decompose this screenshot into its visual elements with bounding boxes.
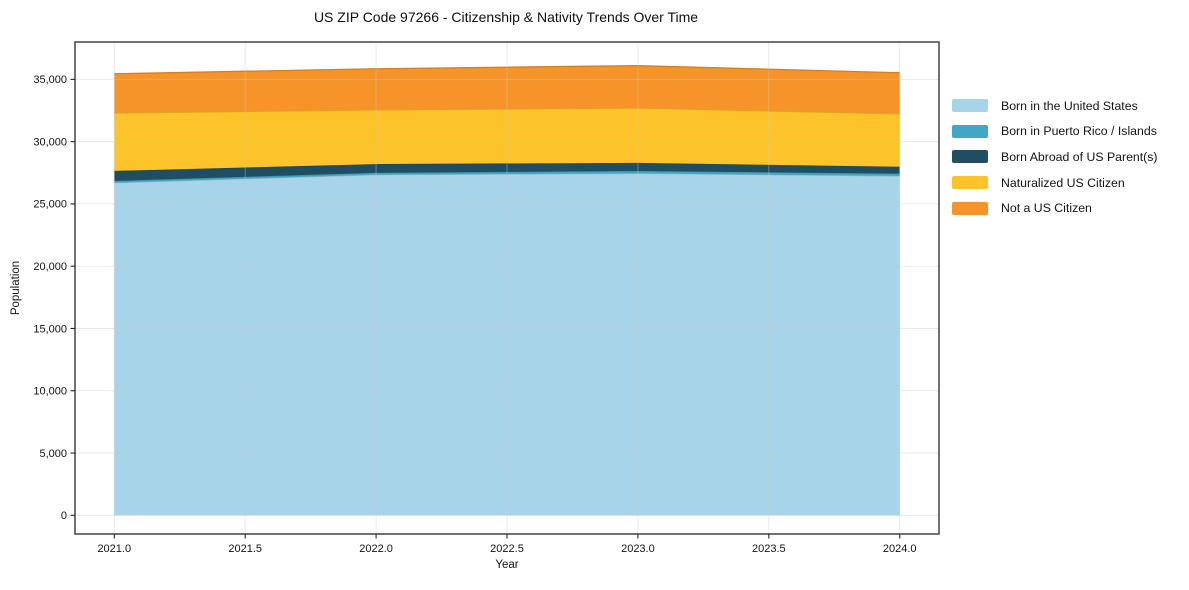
- chart-title: US ZIP Code 97266 - Citizenship & Nativi…: [313, 9, 699, 25]
- legend-swatch: [952, 99, 988, 113]
- legend-swatch: [952, 176, 988, 190]
- y-tick-label: 10,000: [33, 386, 67, 398]
- area-series: [114, 65, 900, 114]
- legend-item: Born in the United States: [952, 93, 1158, 119]
- x-tick-label: 2021.0: [97, 543, 131, 555]
- legend-label: Born Abroad of US Parent(s): [1001, 149, 1158, 164]
- area-series: [114, 108, 900, 171]
- y-tick-label: 0: [61, 510, 67, 522]
- y-tick-label: 30,000: [33, 136, 67, 148]
- legend-swatch: [952, 201, 988, 215]
- y-tick-label: 25,000: [33, 199, 67, 211]
- legend: Born in the United States Born in Puerto…: [952, 93, 1158, 221]
- legend-swatch: [952, 150, 988, 164]
- y-tick-label: 5,000: [39, 448, 67, 460]
- x-tick-label: 2023.0: [621, 543, 655, 555]
- area-series: [114, 162, 900, 181]
- legend-label: Not a US Citizen: [1001, 201, 1092, 216]
- y-tick-label: 35,000: [33, 74, 67, 86]
- x-tick-label: 2023.5: [752, 543, 786, 555]
- x-tick-label: 2022.5: [490, 543, 524, 555]
- legend-swatch: [952, 124, 988, 138]
- x-axis-label: Year: [495, 559, 519, 571]
- x-tick-label: 2021.5: [228, 543, 262, 555]
- legend-label: Born in Puerto Rico / Islands: [1001, 124, 1157, 139]
- y-axis-label: Population: [10, 260, 22, 316]
- x-tick-label: 2022.0: [359, 543, 393, 555]
- legend-label: Naturalized US Citizen: [1001, 175, 1125, 190]
- legend-item: Naturalized US Citizen: [952, 170, 1158, 196]
- legend-item: Born in Puerto Rico / Islands: [952, 119, 1158, 145]
- legend-label: Born in the United States: [1001, 98, 1138, 113]
- x-tick-label: 2024.0: [883, 543, 917, 555]
- y-tick-label: 15,000: [33, 323, 67, 335]
- legend-item: Not a US Citizen: [952, 195, 1158, 221]
- area-series: [114, 170, 900, 183]
- legend-item: Born Abroad of US Parent(s): [952, 144, 1158, 170]
- y-tick-label: 20,000: [33, 261, 67, 273]
- area-series: [114, 173, 900, 516]
- area-series-edge: [114, 65, 900, 75]
